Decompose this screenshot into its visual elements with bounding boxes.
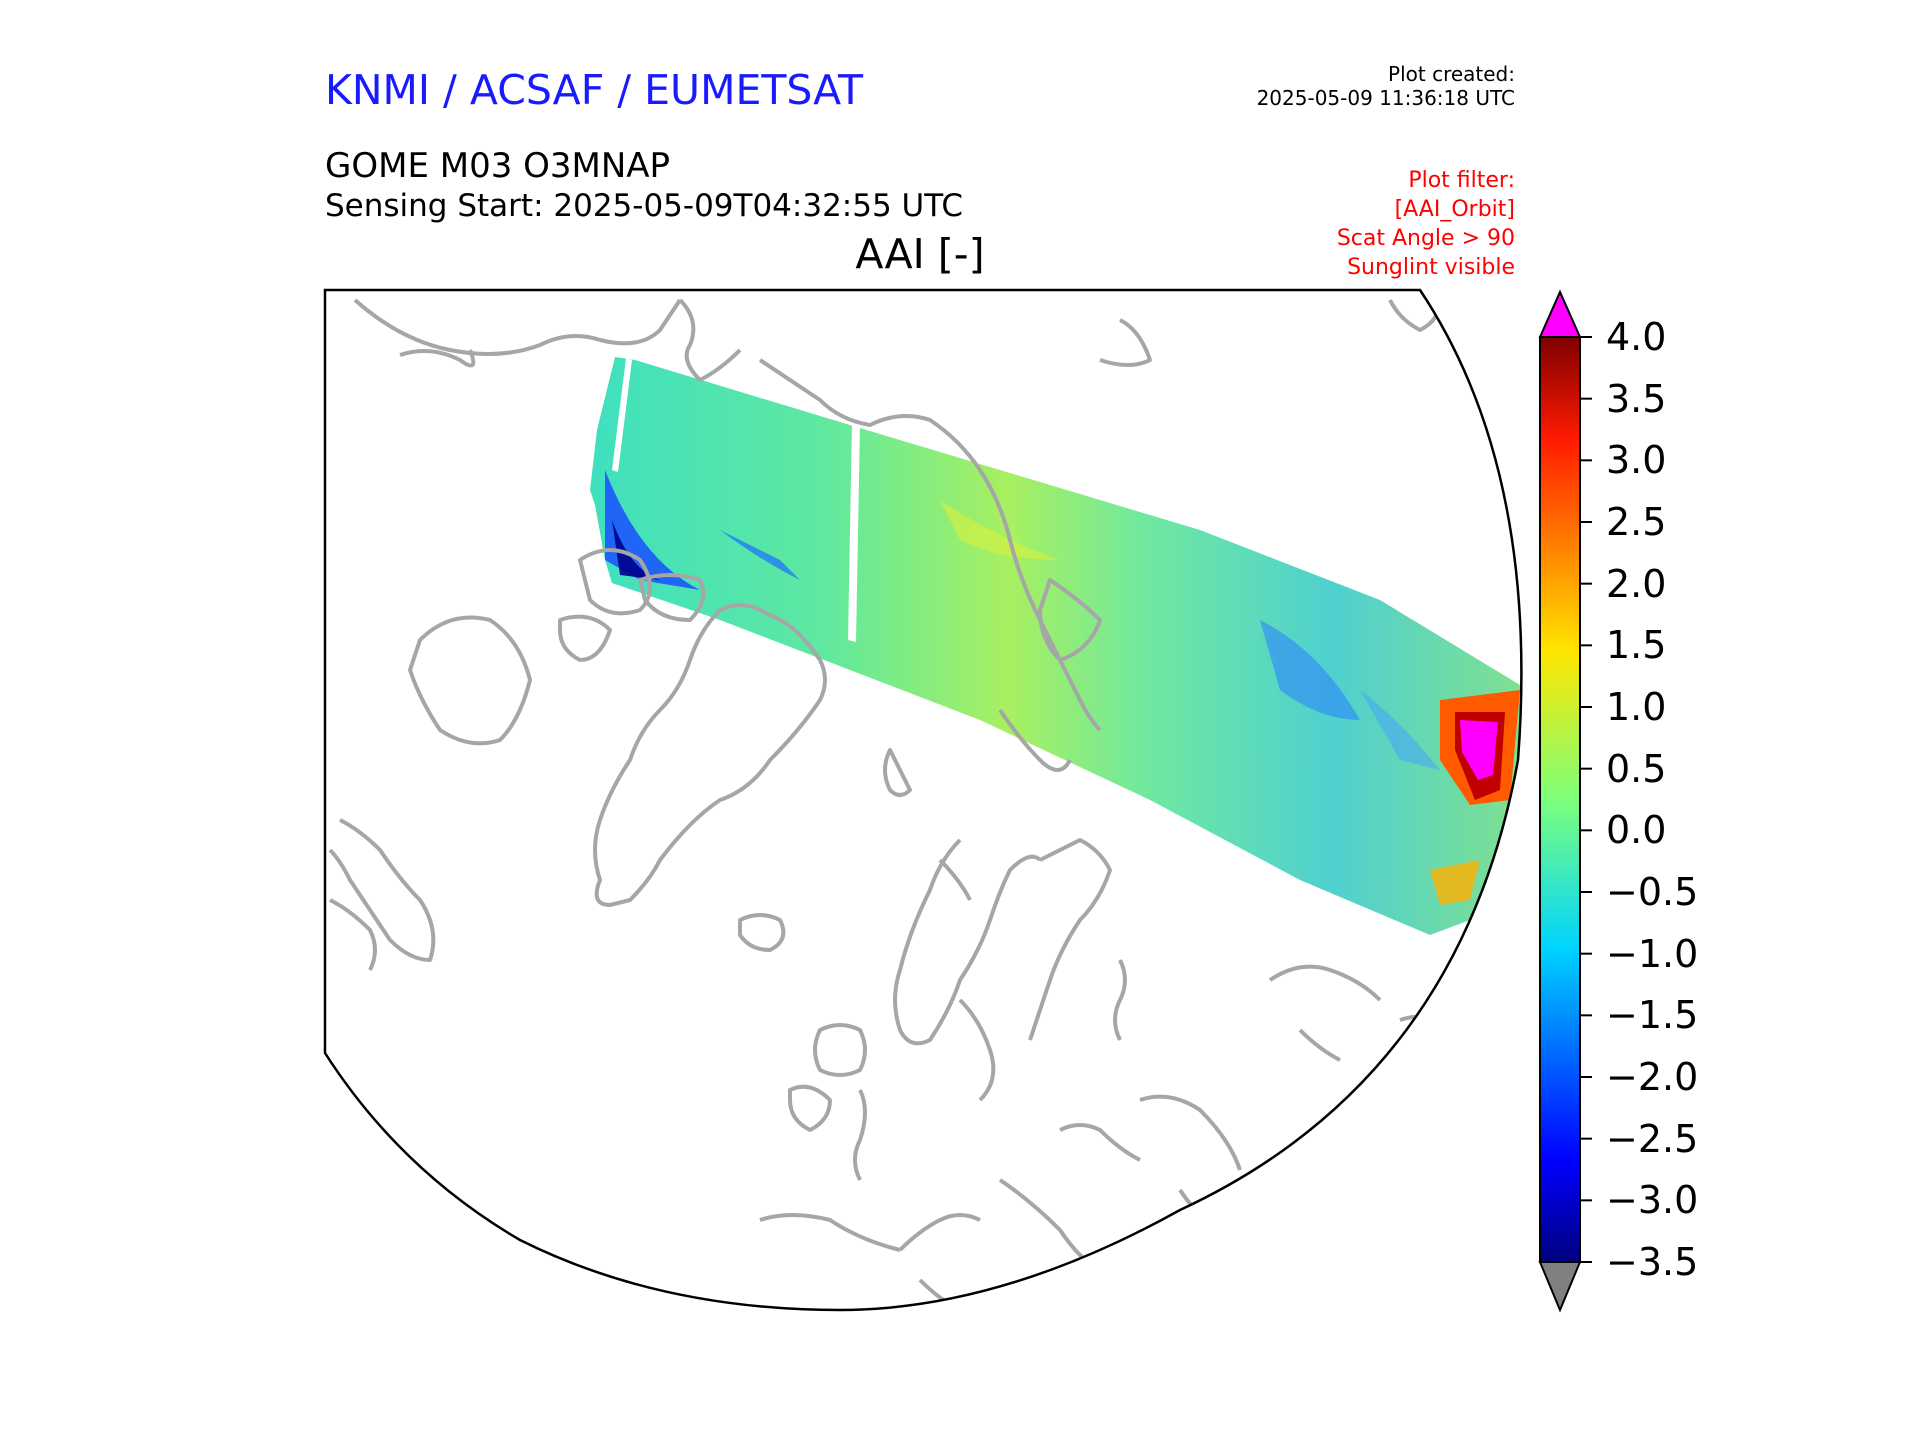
colorbar-tick-label: 1.5 (1606, 623, 1667, 668)
product-title: GOME M03 O3MNAP (325, 146, 671, 186)
colorbar (1538, 289, 1592, 1313)
plot-created-label: Plot created: (1388, 62, 1515, 86)
colorbar-tick-label: 0.0 (1606, 808, 1667, 853)
colorbar-tick-label: 0.5 (1606, 746, 1667, 791)
colorbar-over-arrow (1538, 289, 1582, 338)
plot-created-info: Plot created: 2025-05-09 11:36:18 UTC (1205, 62, 1515, 110)
plot-filter-line: Scat Angle > 90 (1336, 226, 1515, 251)
colorbar-tick-label: −3.5 (1606, 1240, 1699, 1284)
colorbar-tick-label: 1.0 (1606, 685, 1667, 729)
variable-title: AAI [-] (855, 230, 985, 278)
plot-filter-line: Plot filter: (1408, 168, 1515, 193)
sensing-start: Sensing Start: 2025-05-09T04:32:55 UTC (325, 188, 963, 224)
colorbar-tick-label: 2.0 (1606, 561, 1667, 606)
plot-filter-line: Sunglint visible (1347, 255, 1515, 280)
colorbar-ticks (1580, 336, 1592, 1263)
colorbar-tick-label: 4.0 (1606, 315, 1667, 359)
colorbar-tick-label: −1.0 (1606, 931, 1699, 976)
colorbar-tick-label: −1.5 (1606, 993, 1699, 1038)
colorbar-tick-label: 3.5 (1606, 376, 1667, 421)
plot-filter: Plot filter: [AAI_Orbit] Scat Angle > 90… (1205, 166, 1515, 282)
colorbar-tick-label: 3.0 (1606, 438, 1667, 483)
organisation-title: KNMI / ACSAF / EUMETSAT (325, 66, 864, 114)
colorbar-tick-label: −0.5 (1606, 870, 1699, 914)
colorbar-tick-label: −2.0 (1606, 1055, 1699, 1099)
coastlines (328, 298, 1452, 1310)
colorbar-gradient (1539, 336, 1581, 1263)
colorbar-under-arrow (1538, 1261, 1582, 1313)
colorbar-tick-label: −2.5 (1606, 1116, 1699, 1161)
colorbar-tick-label: −3.0 (1606, 1178, 1699, 1223)
map-boundary (323, 288, 1523, 1312)
plot-created-time: 2025-05-09 11:36:18 UTC (1256, 86, 1515, 110)
colorbar-tick-label: 2.5 (1606, 500, 1667, 544)
plot-filter-line: [AAI_Orbit] (1394, 197, 1515, 222)
